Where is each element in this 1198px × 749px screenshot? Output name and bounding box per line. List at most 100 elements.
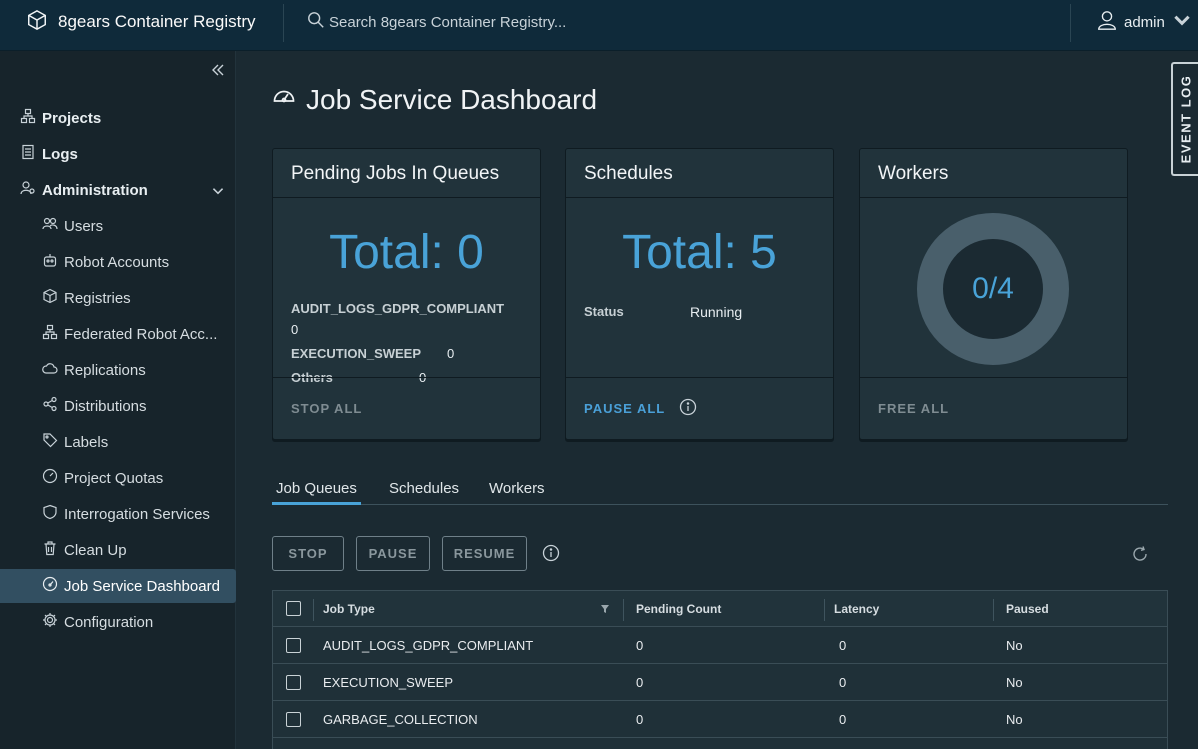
user-menu[interactable]: admin bbox=[1096, 0, 1193, 44]
button-label: FREE ALL bbox=[878, 401, 950, 416]
collapse-sidebar-icon[interactable] bbox=[209, 61, 227, 79]
pause-all-button[interactable]: PAUSE ALL bbox=[584, 401, 666, 416]
sidebar-item-configuration[interactable]: Configuration bbox=[0, 605, 236, 639]
sidebar-item-clean-up[interactable]: Clean Up bbox=[0, 533, 236, 567]
row-checkbox[interactable] bbox=[286, 701, 301, 737]
column-separator bbox=[623, 599, 624, 621]
sidebar-item-project-quotas[interactable]: Project Quotas bbox=[0, 461, 236, 495]
share-icon bbox=[42, 396, 58, 416]
column-header-paused[interactable]: Paused bbox=[1006, 601, 1049, 616]
queue-value: 0 bbox=[291, 322, 299, 337]
registries-icon bbox=[42, 288, 58, 308]
gear-icon bbox=[42, 612, 58, 632]
job-queues-table: Job Type Pending Count Latency Paused AU… bbox=[272, 590, 1168, 749]
sidebar-item-replications[interactable]: Replications bbox=[0, 353, 236, 387]
column-header-pending-count[interactable]: Pending Count bbox=[636, 601, 722, 616]
pending-count-cell: 0 bbox=[636, 711, 644, 727]
sidebar-item-label: Logs bbox=[42, 145, 78, 163]
sidebar-item-interrogation-services[interactable]: Interrogation Services bbox=[0, 497, 236, 531]
pending-jobs-card: Pending Jobs In Queues Total: 0 AUDIT_LO… bbox=[272, 148, 541, 440]
logs-icon bbox=[20, 144, 36, 164]
federated-icon bbox=[42, 324, 58, 344]
page-title-text: Job Service Dashboard bbox=[306, 84, 598, 115]
paused-cell: No bbox=[1006, 711, 1023, 727]
column-separator bbox=[824, 599, 825, 621]
info-icon[interactable] bbox=[679, 398, 697, 419]
latency-cell: 0 bbox=[839, 711, 847, 727]
sidebar-item-users[interactable]: Users bbox=[0, 209, 236, 243]
header-divider bbox=[1070, 4, 1071, 42]
job-type-cell: EXECUTION_SWEEP bbox=[323, 674, 454, 690]
brand[interactable]: 8gears Container Registry bbox=[26, 0, 255, 44]
sidebar-item-logs[interactable]: Logs bbox=[0, 137, 236, 171]
pending-count-cell: 0 bbox=[636, 637, 644, 653]
refresh-icon[interactable] bbox=[1131, 545, 1149, 563]
sidebar-item-label: Administration bbox=[42, 181, 148, 199]
search-input[interactable]: Search 8gears Container Registry... bbox=[329, 13, 567, 31]
shield-icon bbox=[42, 504, 58, 524]
chevron-down-icon bbox=[210, 183, 224, 197]
sidebar-item-job-service-dashboard[interactable]: Job Service Dashboard bbox=[0, 569, 236, 603]
pause-button[interactable]: PAUSE bbox=[356, 536, 430, 571]
header-divider bbox=[283, 4, 284, 42]
sidebar-item-registries[interactable]: Registries bbox=[0, 281, 236, 315]
status-value: Running bbox=[690, 304, 743, 320]
table-header-row: Job Type Pending Count Latency Paused bbox=[273, 591, 1167, 627]
sidebar-item-label: Users bbox=[64, 217, 104, 235]
paused-cell: No bbox=[1006, 637, 1023, 653]
column-header-job-type[interactable]: Job Type bbox=[323, 601, 375, 616]
app-title: 8gears Container Registry bbox=[58, 12, 256, 31]
sidebar-item-projects[interactable]: Projects bbox=[0, 101, 236, 135]
dashboard-icon bbox=[272, 84, 296, 116]
sidebar-item-label: Clean Up bbox=[64, 541, 127, 559]
stop-button[interactable]: STOP bbox=[272, 536, 344, 571]
projects-icon bbox=[20, 108, 36, 128]
workers-card: Workers 0/4 FREE ALL bbox=[859, 148, 1128, 440]
table-row: AUDIT_LOGS_GDPR_COMPLIANT 0 0 No bbox=[273, 627, 1167, 664]
sidebar-item-label: Job Service Dashboard bbox=[64, 577, 220, 595]
page-title: Job Service Dashboard bbox=[272, 84, 597, 116]
sidebar-item-label: Registries bbox=[64, 289, 131, 307]
card-title: Pending Jobs In Queues bbox=[273, 149, 540, 198]
sidebar-item-federated-robot-accounts[interactable]: Federated Robot Acc... bbox=[0, 317, 236, 351]
resume-button[interactable]: RESUME bbox=[442, 536, 527, 571]
schedules-total: Total: 5 bbox=[622, 226, 777, 279]
event-log-label: EVENT LOG bbox=[1178, 74, 1193, 164]
row-checkbox[interactable] bbox=[286, 664, 301, 700]
sidebar-item-labels[interactable]: Labels bbox=[0, 425, 236, 459]
tab-job-queues[interactable]: Job Queues bbox=[272, 480, 361, 505]
column-header-latency[interactable]: Latency bbox=[834, 601, 880, 616]
latency-cell: 0 bbox=[839, 674, 847, 690]
pending-count-cell: 0 bbox=[636, 674, 644, 690]
user-icon bbox=[1096, 9, 1118, 35]
event-log-tab[interactable]: EVENT LOG bbox=[1171, 62, 1198, 176]
stop-all-button[interactable]: STOP ALL bbox=[273, 377, 540, 439]
sidebar-item-label: Projects bbox=[42, 109, 102, 127]
global-search[interactable]: Search 8gears Container Registry... bbox=[307, 0, 566, 44]
cube-logo-icon bbox=[26, 9, 48, 36]
sidebar-item-robot-accounts[interactable]: Robot Accounts bbox=[0, 245, 236, 279]
info-icon[interactable] bbox=[542, 544, 560, 562]
top-header: 8gears Container Registry Search 8gears … bbox=[0, 0, 1198, 51]
pending-total: Total: 0 bbox=[329, 226, 484, 279]
row-checkbox[interactable] bbox=[286, 627, 301, 663]
free-all-button[interactable]: FREE ALL bbox=[860, 377, 1127, 439]
select-all-checkbox[interactable] bbox=[286, 591, 301, 626]
robot-icon bbox=[42, 252, 58, 272]
tab-workers[interactable]: Workers bbox=[489, 480, 545, 497]
sidebar-item-administration[interactable]: Administration bbox=[0, 173, 236, 207]
sidebar-item-distributions[interactable]: Distributions bbox=[0, 389, 236, 423]
column-separator bbox=[993, 599, 994, 621]
filter-icon[interactable] bbox=[600, 591, 610, 626]
sidebar: Projects Logs Administration Users Robot… bbox=[0, 51, 236, 749]
sidebar-item-label: Configuration bbox=[64, 613, 154, 631]
table-row bbox=[273, 738, 1167, 749]
latency-cell: 0 bbox=[839, 637, 847, 653]
tab-bar: Job Queues Schedules Workers bbox=[272, 474, 1168, 505]
chevron-down-icon bbox=[1171, 9, 1193, 35]
job-type-cell: GARBAGE_COLLECTION bbox=[323, 711, 478, 727]
sidebar-item-label: Project Quotas bbox=[64, 469, 164, 487]
cloud-icon bbox=[42, 360, 58, 380]
tab-schedules[interactable]: Schedules bbox=[389, 480, 460, 497]
queue-name: AUDIT_LOGS_GDPR_COMPLIANT bbox=[291, 301, 505, 316]
